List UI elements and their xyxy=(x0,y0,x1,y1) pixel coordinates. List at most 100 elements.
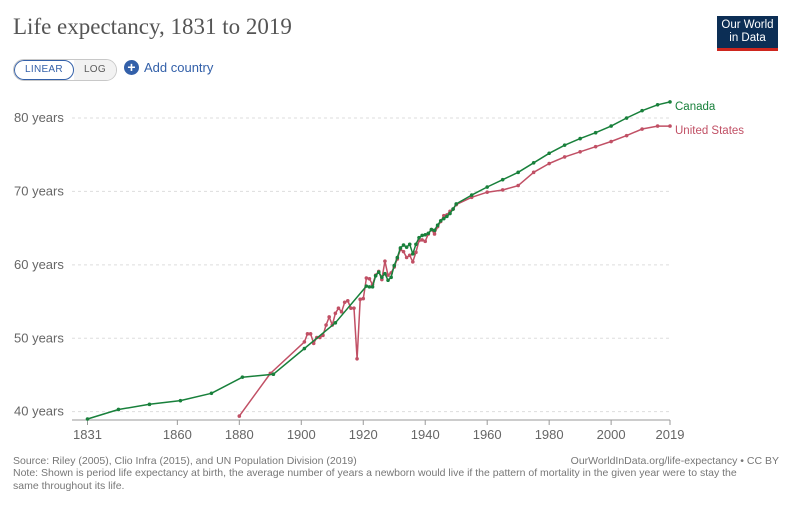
canada-point[interactable] xyxy=(240,375,245,379)
canada-point[interactable] xyxy=(370,285,375,289)
canada-point[interactable] xyxy=(531,161,536,165)
united-states-point[interactable] xyxy=(401,249,406,254)
canada-point[interactable] xyxy=(85,417,90,421)
united-states-point[interactable] xyxy=(324,323,328,327)
united-states-point[interactable] xyxy=(593,144,598,149)
canada-point[interactable] xyxy=(178,398,183,403)
canada-point[interactable] xyxy=(435,223,440,227)
canada-point[interactable] xyxy=(373,274,378,278)
canada-point[interactable] xyxy=(429,227,434,232)
canada-point[interactable] xyxy=(404,245,409,250)
canada-point[interactable] xyxy=(147,402,152,407)
canada-point[interactable] xyxy=(451,207,455,211)
canada-point[interactable] xyxy=(438,218,443,223)
united-states-point[interactable] xyxy=(407,253,412,258)
canada-point[interactable] xyxy=(593,130,598,135)
united-states-point[interactable] xyxy=(432,232,437,236)
united-states-line[interactable] xyxy=(238,125,670,417)
canada-point[interactable] xyxy=(640,108,644,113)
united-states-point[interactable] xyxy=(358,297,362,302)
canada-point[interactable] xyxy=(609,124,613,128)
canada-point[interactable] xyxy=(209,391,214,396)
canada-point[interactable] xyxy=(392,263,397,268)
canada-point[interactable] xyxy=(395,255,400,260)
united-states-point[interactable] xyxy=(414,250,418,255)
canada-point[interactable] xyxy=(445,214,449,219)
canada-label[interactable]: Canada xyxy=(675,101,716,113)
canada-point[interactable] xyxy=(500,177,505,182)
united-states-point[interactable] xyxy=(420,238,424,242)
united-states-point[interactable] xyxy=(308,332,313,336)
canada-point[interactable] xyxy=(426,231,431,236)
canada-point[interactable] xyxy=(417,235,421,240)
united-states-point[interactable] xyxy=(640,127,644,131)
united-states-point[interactable] xyxy=(336,306,341,310)
united-states-label[interactable]: United States xyxy=(675,125,744,137)
canada-point[interactable] xyxy=(655,103,660,107)
united-states-point[interactable] xyxy=(355,357,359,361)
united-states-point[interactable] xyxy=(500,188,505,192)
united-states-point[interactable] xyxy=(655,124,660,128)
canada-point[interactable] xyxy=(302,346,307,351)
united-states-point[interactable] xyxy=(342,300,347,305)
united-states-point[interactable] xyxy=(442,213,446,218)
united-states-point[interactable] xyxy=(349,306,353,310)
canada-point[interactable] xyxy=(420,233,424,238)
canada-point[interactable] xyxy=(578,136,582,141)
united-states-point[interactable] xyxy=(237,414,242,418)
united-states-point[interactable] xyxy=(531,170,536,175)
owid-logo[interactable]: Our World in Data xyxy=(717,16,778,51)
united-states-point[interactable] xyxy=(562,155,567,159)
united-states-point[interactable] xyxy=(302,340,307,344)
united-states-point[interactable] xyxy=(485,190,489,194)
canada-point[interactable] xyxy=(386,278,390,283)
united-states-point[interactable] xyxy=(333,311,338,316)
canada-point[interactable] xyxy=(547,151,551,156)
united-states-point[interactable] xyxy=(411,260,415,264)
canada-point[interactable] xyxy=(469,193,474,197)
canada-point[interactable] xyxy=(383,271,387,276)
canada-point[interactable] xyxy=(380,275,384,280)
united-states-point[interactable] xyxy=(383,259,387,263)
canada-point[interactable] xyxy=(423,232,428,237)
canada-point[interactable] xyxy=(668,100,672,104)
canada-point[interactable] xyxy=(454,202,459,206)
united-states-point[interactable] xyxy=(339,310,344,314)
united-states-point[interactable] xyxy=(367,276,372,281)
united-states-point[interactable] xyxy=(404,255,409,260)
united-states-point[interactable] xyxy=(352,306,356,310)
united-states-point[interactable] xyxy=(516,183,520,188)
united-states-point[interactable] xyxy=(345,299,350,303)
united-states-point[interactable] xyxy=(361,296,366,301)
canada-point[interactable] xyxy=(562,143,567,147)
canada-point[interactable] xyxy=(442,216,446,221)
united-states-point[interactable] xyxy=(609,139,613,144)
canada-point[interactable] xyxy=(432,228,437,233)
canada-point[interactable] xyxy=(367,285,372,289)
linear-scale-button[interactable]: LINEAR xyxy=(14,60,74,80)
united-states-point[interactable] xyxy=(364,276,369,280)
united-states-point[interactable] xyxy=(305,332,310,336)
united-states-point[interactable] xyxy=(423,239,428,244)
canada-point[interactable] xyxy=(398,246,403,250)
canada-point[interactable] xyxy=(448,211,452,216)
canada-point[interactable] xyxy=(407,242,412,247)
canada-point[interactable] xyxy=(271,372,276,377)
canada-line[interactable] xyxy=(87,101,671,420)
canada-point[interactable] xyxy=(414,242,418,247)
united-states-point[interactable] xyxy=(386,273,390,277)
canada-point[interactable] xyxy=(364,284,369,288)
canada-point[interactable] xyxy=(411,252,415,256)
united-states-point[interactable] xyxy=(327,315,331,319)
add-country-button[interactable]: + Add country xyxy=(124,60,213,75)
source-link[interactable]: OurWorldInData.org/life-expectancy • CC … xyxy=(570,455,779,467)
canada-point[interactable] xyxy=(376,270,381,274)
united-states-point[interactable] xyxy=(624,133,629,138)
canada-point[interactable] xyxy=(485,185,489,189)
canada-point[interactable] xyxy=(333,321,338,325)
canada-point[interactable] xyxy=(624,116,629,120)
log-scale-button[interactable]: LOG xyxy=(73,60,116,80)
united-states-point[interactable] xyxy=(547,161,551,166)
canada-point[interactable] xyxy=(389,275,393,280)
canada-point[interactable] xyxy=(401,243,406,247)
